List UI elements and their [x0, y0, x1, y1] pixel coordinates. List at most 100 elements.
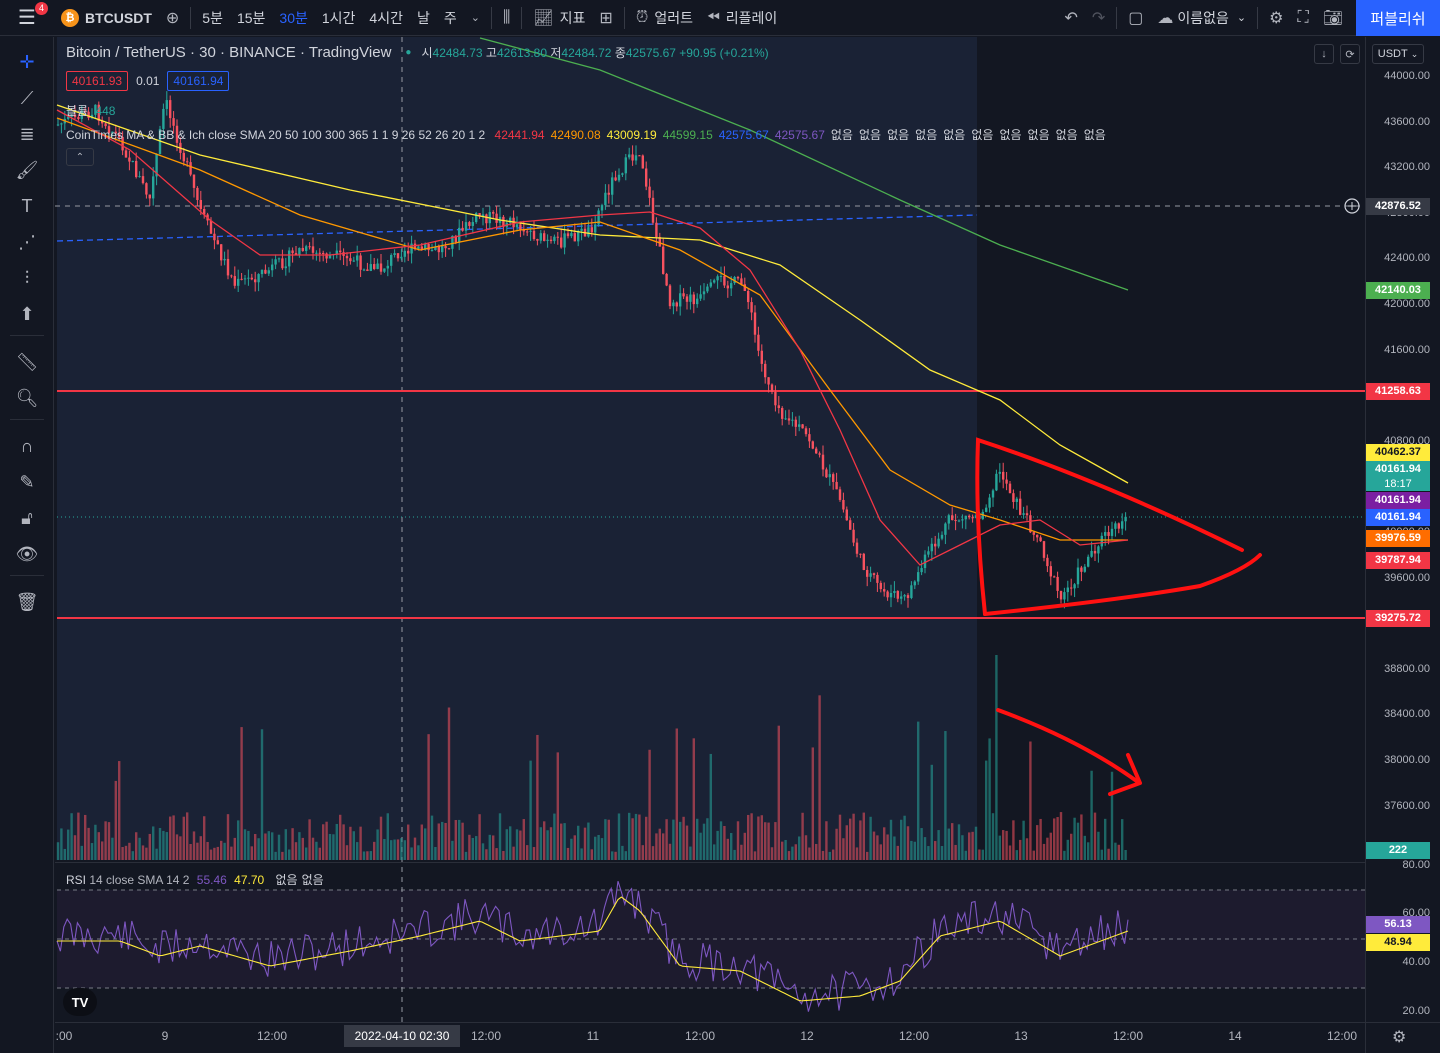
candle-body [1036, 534, 1039, 538]
remove-drawings[interactable]: 🗑︎ [0, 587, 54, 617]
chart-canvas[interactable] [55, 37, 1440, 1053]
interval-dropdown-button[interactable]: ⌄ [464, 0, 487, 36]
tradingview-logo[interactable]: TV [63, 988, 97, 1016]
candle-body [862, 553, 865, 570]
candle-body [247, 277, 250, 279]
volume-bar [379, 816, 383, 860]
publish-button[interactable]: 퍼블리쉬 [1356, 0, 1440, 36]
save-layout-button[interactable]: ☁︎ 이름없음 ⌄ [1150, 0, 1253, 36]
candle-body [818, 453, 821, 455]
settings-button[interactable]: ⚙ [1262, 0, 1290, 36]
candle-body [128, 157, 131, 162]
volume-bar [604, 819, 607, 860]
main-menu-button[interactable]: ☰ 4 [0, 0, 54, 36]
volume-bar [502, 851, 505, 860]
candle-body [1029, 515, 1032, 533]
volume-bar [828, 851, 831, 860]
chart-settings-gear[interactable]: ⚙ [1392, 1027, 1406, 1047]
zoom-tool[interactable]: 🔍︎ [0, 383, 54, 413]
volume-bar [206, 841, 209, 860]
volume-bar [835, 828, 838, 860]
volume-bar [339, 814, 342, 860]
candle-body [196, 187, 199, 200]
stay-in-drawing-mode[interactable]: ✎ [0, 467, 54, 497]
replay-button[interactable]: ⏪︎ 리플레이 [700, 0, 784, 36]
volume-bar [169, 816, 172, 860]
trendline-tool[interactable]: ⟋ [0, 83, 54, 113]
prediction-tool[interactable]: ⫶ [0, 263, 54, 293]
candle-body [1019, 498, 1022, 515]
volume-bar [430, 815, 434, 860]
interval-1[interactable]: 15분 [236, 9, 266, 26]
candle-body [277, 258, 281, 260]
layout-select-button[interactable]: ▢ [1121, 0, 1150, 36]
candle-body [1117, 523, 1120, 529]
buy-price[interactable]: 40161.94 [167, 71, 230, 91]
templates-button[interactable]: ⊞ [592, 0, 619, 36]
compare-symbol-button[interactable]: ⊕ [159, 0, 186, 36]
candle-body [94, 104, 97, 115]
symbol-search-button[interactable]: ₿ BTCUSDT [54, 0, 159, 36]
candle-body [451, 235, 454, 249]
candle-body [56, 124, 60, 126]
alert-button[interactable]: ⏰︎ 얼러트 [629, 0, 700, 36]
interval-5[interactable]: 날 [416, 9, 430, 26]
fib-tool[interactable]: ≣ [0, 119, 54, 149]
candle-body [624, 157, 627, 174]
candle-body [441, 246, 444, 253]
volume-bar [1039, 818, 1042, 860]
currency-selector[interactable]: USDT ⌄ [1372, 44, 1424, 64]
volume-bar [464, 851, 468, 860]
indicators-button[interactable]: 📈︎ 지표 [526, 0, 592, 36]
scroll-to-end-button[interactable]: ↓ [1314, 44, 1334, 64]
icons-tool[interactable]: ⬆ [0, 299, 54, 329]
interval-0[interactable]: 5분 [202, 9, 223, 26]
volume-bar [985, 760, 988, 860]
measure-tool[interactable]: 📏︎ [0, 347, 54, 377]
volume-bar [600, 838, 604, 860]
snapshot-button[interactable]: 📷︎ [1316, 0, 1350, 36]
volume-bar [723, 826, 726, 860]
magnet-tool[interactable]: ∩ [0, 431, 54, 461]
crosshair-tool[interactable]: ✛ [0, 47, 54, 77]
ohlc-values: 시42484.73 고42613.80 저42484.72 종42575.67 … [421, 46, 769, 60]
interval-6[interactable]: 주 [443, 9, 457, 26]
time-tick: 12:00 [1326, 1029, 1358, 1043]
interval-3[interactable]: 1시간 [321, 9, 356, 26]
pattern-tool[interactable]: ⋰ [0, 227, 54, 257]
volume-bar [546, 830, 549, 860]
volume-bar [849, 818, 852, 860]
redo-button[interactable]: ↷ [1085, 0, 1112, 36]
fullscreen-button[interactable]: ⛶ [1290, 0, 1315, 36]
undo-button[interactable]: ↶ [1057, 0, 1084, 36]
volume-bar [203, 816, 206, 860]
sell-price[interactable]: 40161.93 [66, 71, 129, 91]
volume-bar [417, 845, 420, 860]
collapse-legend-button[interactable]: ⌃ [66, 148, 94, 166]
text-tool[interactable]: T [0, 191, 54, 221]
candle-body [968, 515, 971, 518]
volume-bar [522, 819, 525, 860]
brush-tool[interactable]: 🖌︎ [0, 155, 54, 185]
candle-body [709, 282, 712, 287]
chart-type-button[interactable]: ⫼ [496, 0, 517, 36]
volume-bar [243, 829, 247, 860]
candle-body [940, 534, 944, 539]
rsi-tag: 56.13 [1366, 916, 1430, 933]
candle-body [774, 391, 777, 406]
candle-body [141, 176, 145, 184]
volume-bar [70, 813, 73, 860]
reset-chart-button[interactable]: ⟳ [1340, 44, 1360, 64]
candle-body [424, 243, 427, 250]
candle-body [101, 120, 104, 124]
volume-bar [485, 849, 488, 860]
indicator-none: 없음 [1083, 128, 1106, 142]
indicator-name[interactable]: CoinTimes MA & BB & Ich [66, 128, 205, 142]
volume-bar [114, 780, 117, 860]
interval-4[interactable]: 4시간 [369, 9, 403, 26]
interval-2[interactable]: 30분 [279, 9, 308, 26]
volume-bar [104, 821, 107, 860]
hide-drawings[interactable]: 👁︎ [0, 539, 54, 569]
volume-bar [458, 819, 461, 860]
lock-drawings[interactable]: 🔓︎ [0, 503, 54, 533]
